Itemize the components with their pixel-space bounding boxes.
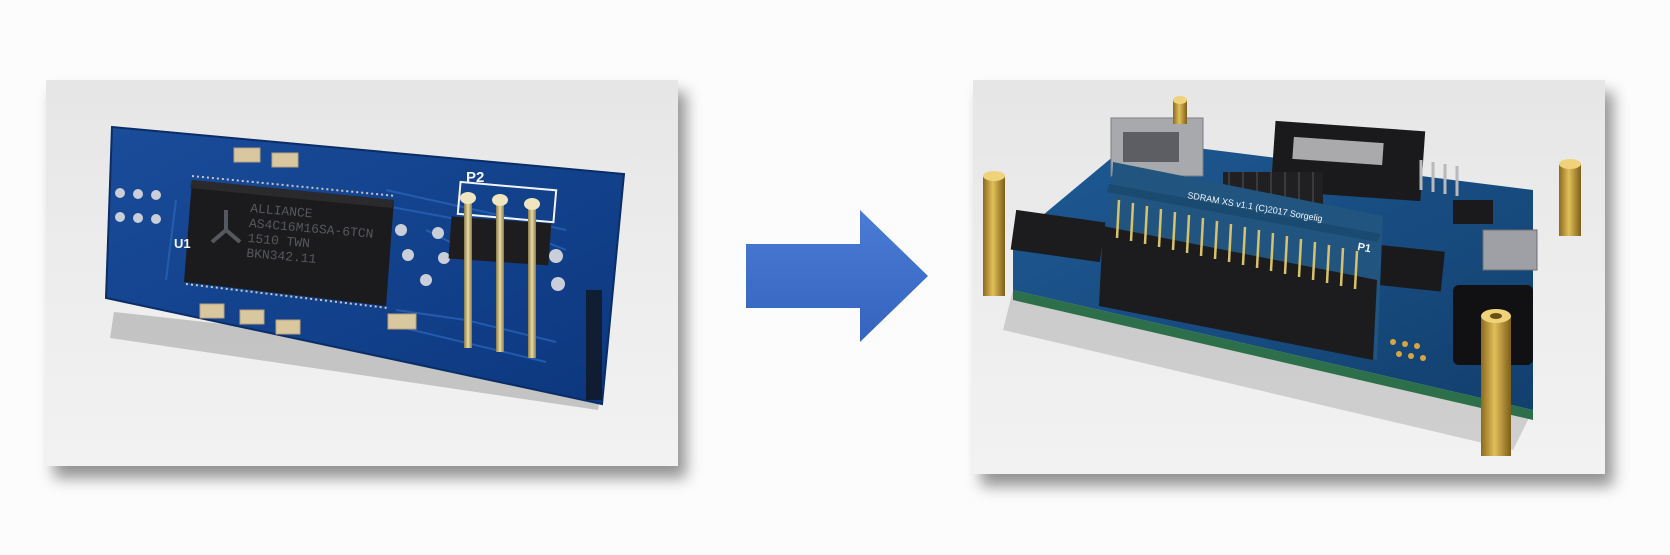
sdram-module-photo: ALLIANCE AS4C16M16SA-6TCN 1510 TWN BKN34… <box>46 80 678 466</box>
pin-header <box>448 192 552 358</box>
fpga-board-photo: SDRAM XS v1.1 (C)2017 Sorgelig P1 <box>973 80 1605 474</box>
right-arrow-icon <box>746 210 928 342</box>
sdram-chip: ALLIANCE AS4C16M16SA-6TCN 1510 TWN BKN34… <box>184 175 397 309</box>
smd-capacitors <box>199 147 417 335</box>
pcb-label-p2: P2 <box>466 169 484 186</box>
pcb-label-u1: U1 <box>174 236 191 251</box>
svg-text:ALLIANCE AS4C16M16SA-6: ALLIANCE AS4C16M16SA-6TCN 1510 TWN BKN34… <box>246 201 383 272</box>
sdram-module-mounted: SDRAM XS v1.1 (C)2017 Sorgelig P1 <box>1099 162 1383 360</box>
mounted-module-header <box>1099 199 1377 360</box>
brass-standoffs <box>983 96 1581 456</box>
hdmi-port <box>1482 229 1538 271</box>
fpga-board-illustration: SDRAM XS v1.1 (C)2017 Sorgelig P1 <box>983 96 1581 456</box>
chip-marking-line1: ALLIANCE <box>250 201 314 221</box>
header-label-p1: P1 <box>1356 241 1371 255</box>
via-holes <box>115 188 565 291</box>
chip-marking-line4: BKN342.11 <box>246 246 317 267</box>
chip-marking-line3: 1510 TWN <box>247 231 310 251</box>
sdram-module-illustration: ALLIANCE AS4C16M16SA-6TCN 1510 TWN BKN34… <box>104 125 626 410</box>
alliance-logo-icon <box>210 210 242 244</box>
